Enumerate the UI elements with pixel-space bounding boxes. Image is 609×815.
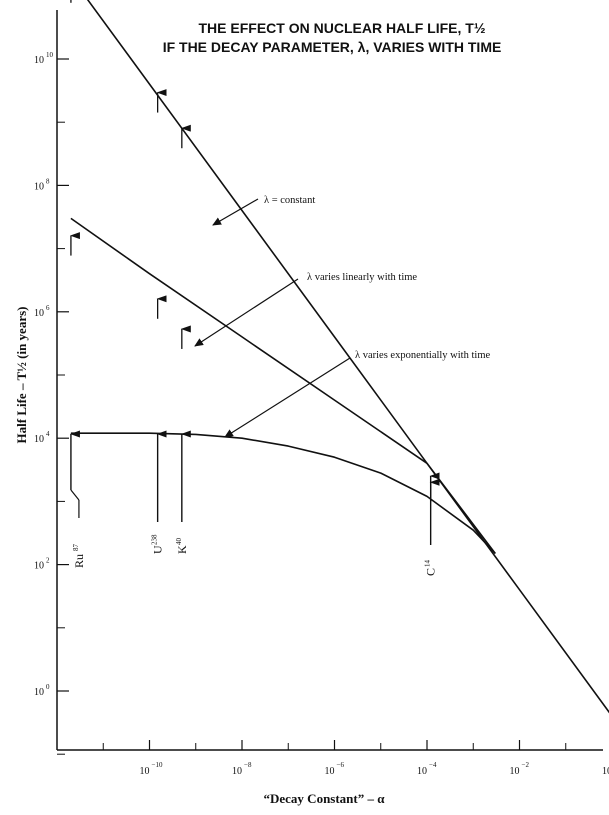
series-group — [70, 0, 609, 714]
y-tick-exponent: 6 — [46, 304, 50, 312]
y-tick-label: 10 — [34, 561, 44, 572]
isotope-label-c: C14 — [424, 560, 438, 577]
isotope-symbol: U — [151, 545, 165, 554]
isotope-label-ru: Ru 87 — [72, 544, 86, 569]
isotope-mass-number: 87 — [72, 544, 80, 552]
y-tick-exponent: 10 — [46, 51, 54, 59]
annotation-constant: λ = constant — [264, 195, 315, 206]
x-tick-exponent: −4 — [429, 761, 437, 769]
y-tick-exponent: 8 — [46, 177, 50, 185]
y-tick-exponent: 2 — [46, 557, 50, 565]
annotation-arrow-constant — [212, 198, 259, 226]
chart-title-line-2: IF THE DECAY PARAMETER, λ, VARIES WITH T… — [163, 39, 502, 55]
series-linear — [70, 217, 496, 554]
isotope-symbol: K — [175, 545, 189, 554]
chart-title-line-1: THE EFFECT ON NUCLEAR HALF LIFE, T½ — [199, 20, 486, 36]
annotation-arrow-exponential — [224, 357, 351, 438]
isotope-label-k: K40 — [175, 538, 189, 555]
isotope-mass-number: 238 — [151, 534, 159, 545]
isotope-mass-number: 40 — [175, 538, 183, 546]
y-axis-label: Half Life – T½ (in years) — [14, 307, 29, 444]
y-tick-label: 10 — [34, 308, 44, 319]
series-exponential — [70, 432, 496, 555]
x-axis-label: “Decay Constant” – α — [264, 791, 386, 806]
isotope-leader — [70, 489, 80, 501]
isotope-symbol: Ru — [72, 554, 86, 568]
annotation-arrow-linear — [194, 278, 299, 347]
x-tick-label: 10 — [510, 766, 520, 777]
chart-title: THE EFFECT ON NUCLEAR HALF LIFE, T½ IF T… — [163, 20, 502, 55]
x-tick-label: 10 — [140, 766, 150, 777]
x-tick-label: 10 — [602, 766, 609, 777]
x-tick-label: 10 — [417, 766, 427, 777]
annotation-exponential: λ varies exponentially with time — [355, 350, 490, 361]
y-tick-label: 10 — [34, 181, 44, 192]
x-tick-label: 10 — [325, 766, 335, 777]
isotope-mass-number: 14 — [424, 560, 432, 568]
y-tick-exponent: 4 — [46, 430, 50, 438]
y-tick-label: 10 — [34, 434, 44, 445]
x-tick-exponent: −10 — [152, 761, 163, 769]
x-tick-exponent: −6 — [337, 761, 345, 769]
x-tick-exponent: −8 — [244, 761, 252, 769]
x-tick-label: 10 — [232, 766, 242, 777]
y-tick-exponent: 0 — [46, 683, 50, 691]
series-constant — [86, 0, 609, 714]
series-annotations: λ = constant λ varies linearly with time… — [194, 195, 490, 438]
x-tick-exponent: −2 — [522, 761, 530, 769]
y-tick-label: 10 — [34, 55, 44, 66]
isotope-symbol: C — [424, 568, 438, 576]
y-tick-label: 10 — [34, 687, 44, 698]
annotation-linear: λ varies linearly with time — [307, 272, 417, 283]
